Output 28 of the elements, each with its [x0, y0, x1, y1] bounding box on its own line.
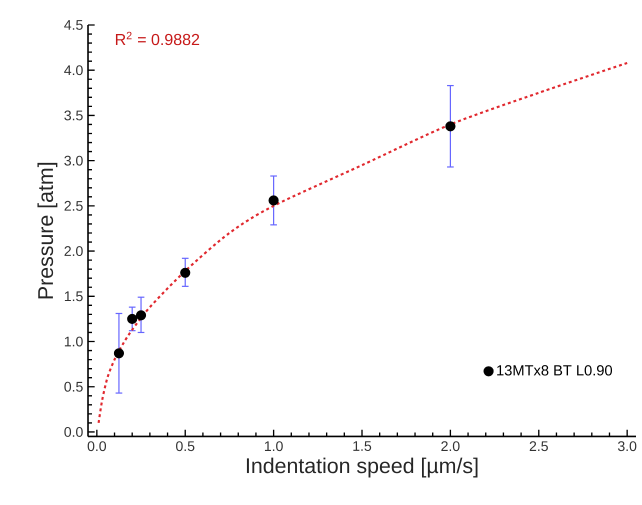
- x-tick-label: 3.0: [618, 441, 636, 452]
- point: [114, 348, 124, 358]
- point: [127, 314, 138, 324]
- y-tick-label: 2.5: [64, 200, 83, 211]
- legend-label: 13MTx8 BT L0.90: [497, 365, 612, 376]
- point: [180, 268, 190, 278]
- x-tick-label: 1.0: [264, 441, 283, 452]
- y-tick-label: 3.0: [64, 156, 83, 166]
- x-tick-label: 2.0: [441, 441, 460, 452]
- point: [445, 121, 456, 132]
- y-tick-label: 0.5: [64, 382, 83, 392]
- y-tick-label: 1.0: [64, 336, 83, 346]
- y-tick-label: 0.0: [64, 427, 83, 437]
- y-tick-label: 4.0: [64, 65, 83, 76]
- x-tick-label: 0.5: [176, 441, 194, 452]
- x-tick-label: 1.5: [353, 441, 372, 451]
- x-tick-label: 2.5: [530, 441, 548, 452]
- annotation: R$^{2}$ = 0.9882: [116, 32, 200, 46]
- x-axis-title: Indentation speed [µm/s]: [246, 458, 478, 478]
- point: [136, 310, 146, 320]
- x-tick-label: 0.0: [88, 441, 106, 452]
- y-tick-label: 3.5: [64, 110, 83, 120]
- y-tick-label: 1.5: [64, 291, 83, 302]
- y-tick-label: 2.0: [64, 246, 83, 256]
- point: [268, 195, 279, 206]
- y-tick-label: 4.5: [64, 20, 83, 30]
- y-axis-title: Pressure [atm]: [37, 162, 58, 298]
- line-series: [98, 62, 628, 424]
